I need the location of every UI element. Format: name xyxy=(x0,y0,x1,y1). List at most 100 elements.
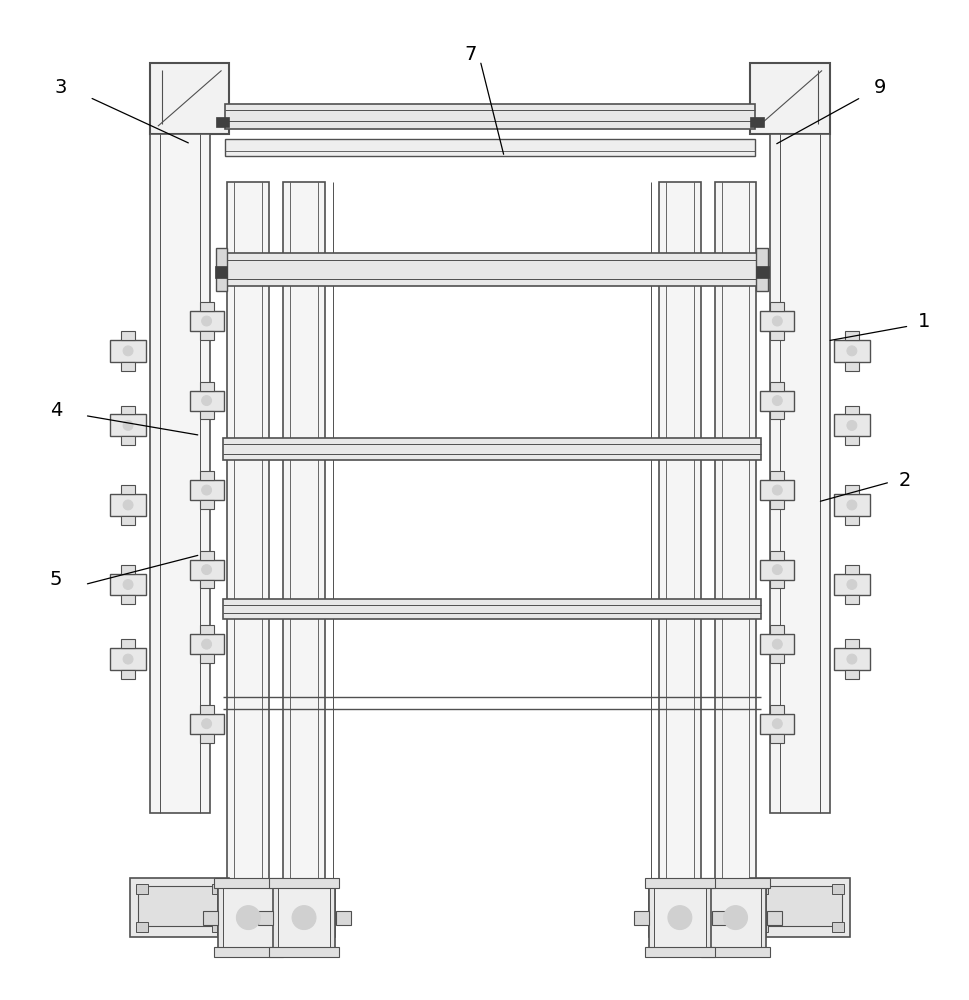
Bar xyxy=(709,888,761,947)
Bar xyxy=(769,134,829,813)
Bar xyxy=(751,925,763,934)
Bar xyxy=(758,886,841,926)
Bar xyxy=(224,139,755,156)
Text: 2: 2 xyxy=(897,471,910,490)
Bar xyxy=(222,888,274,947)
Bar xyxy=(273,883,334,952)
Circle shape xyxy=(846,580,856,589)
Bar xyxy=(264,886,276,896)
Circle shape xyxy=(202,485,211,495)
Bar xyxy=(190,560,223,580)
Bar xyxy=(320,925,331,934)
Bar xyxy=(200,331,213,340)
Bar xyxy=(190,714,223,734)
Bar xyxy=(644,947,714,957)
Bar xyxy=(769,331,784,340)
Bar xyxy=(833,574,869,595)
Bar xyxy=(644,878,714,888)
Bar xyxy=(654,891,704,928)
Bar xyxy=(651,886,664,896)
Bar xyxy=(700,947,769,957)
Text: 3: 3 xyxy=(54,78,67,97)
Bar xyxy=(190,311,223,331)
Bar xyxy=(750,878,849,937)
Circle shape xyxy=(123,500,133,510)
Bar xyxy=(714,182,756,883)
Text: 9: 9 xyxy=(873,78,886,97)
Bar xyxy=(215,248,228,291)
Bar xyxy=(121,331,135,340)
Bar xyxy=(320,886,331,896)
Bar xyxy=(707,886,719,896)
Bar xyxy=(211,884,223,894)
Circle shape xyxy=(202,396,211,406)
Bar xyxy=(658,182,700,883)
Bar xyxy=(756,884,767,894)
Circle shape xyxy=(202,639,211,649)
Bar xyxy=(844,485,858,494)
Text: 5: 5 xyxy=(49,570,62,589)
Bar xyxy=(280,911,295,925)
Bar xyxy=(110,574,145,595)
Bar xyxy=(121,639,135,648)
Bar xyxy=(711,911,726,925)
Bar xyxy=(200,551,213,560)
Bar xyxy=(700,878,769,888)
Bar xyxy=(833,340,869,362)
Bar xyxy=(276,886,288,896)
Bar xyxy=(653,888,705,947)
Bar xyxy=(831,884,843,894)
Text: 1: 1 xyxy=(917,312,929,331)
Bar xyxy=(769,302,784,311)
Bar xyxy=(648,883,710,952)
Bar xyxy=(200,471,213,480)
Bar xyxy=(769,734,784,743)
Bar xyxy=(756,266,768,278)
Bar xyxy=(276,925,288,934)
Circle shape xyxy=(202,719,211,729)
Bar xyxy=(200,705,213,714)
Bar xyxy=(110,340,145,362)
Bar xyxy=(217,883,279,952)
Bar xyxy=(844,331,858,340)
Bar xyxy=(756,922,767,932)
Bar xyxy=(844,639,858,648)
Bar xyxy=(760,634,794,654)
Bar xyxy=(213,947,283,957)
Bar xyxy=(121,565,135,574)
Bar xyxy=(200,625,213,634)
Bar xyxy=(695,886,707,896)
Bar xyxy=(833,648,869,670)
Bar xyxy=(760,311,794,331)
Bar xyxy=(214,266,228,278)
Bar xyxy=(769,471,784,480)
Bar xyxy=(844,436,858,445)
Bar xyxy=(769,411,784,419)
Bar xyxy=(213,878,283,888)
Bar xyxy=(222,438,761,460)
Bar xyxy=(634,911,648,925)
Circle shape xyxy=(236,906,260,930)
Bar xyxy=(760,391,794,411)
Bar xyxy=(200,654,213,663)
Circle shape xyxy=(771,639,781,649)
Bar xyxy=(769,625,784,634)
Bar xyxy=(844,362,858,371)
Bar xyxy=(121,436,135,445)
Circle shape xyxy=(202,316,211,326)
Circle shape xyxy=(846,346,856,356)
Bar xyxy=(200,411,213,419)
Bar xyxy=(760,560,794,580)
Bar xyxy=(121,516,135,525)
Bar xyxy=(121,406,135,414)
Bar xyxy=(130,878,230,937)
Bar xyxy=(138,886,221,926)
Circle shape xyxy=(292,906,316,930)
Bar xyxy=(200,734,213,743)
Circle shape xyxy=(123,346,133,356)
Bar xyxy=(750,63,829,134)
Bar xyxy=(704,883,766,952)
Circle shape xyxy=(771,565,781,575)
Bar xyxy=(769,382,784,391)
Bar xyxy=(110,494,145,516)
